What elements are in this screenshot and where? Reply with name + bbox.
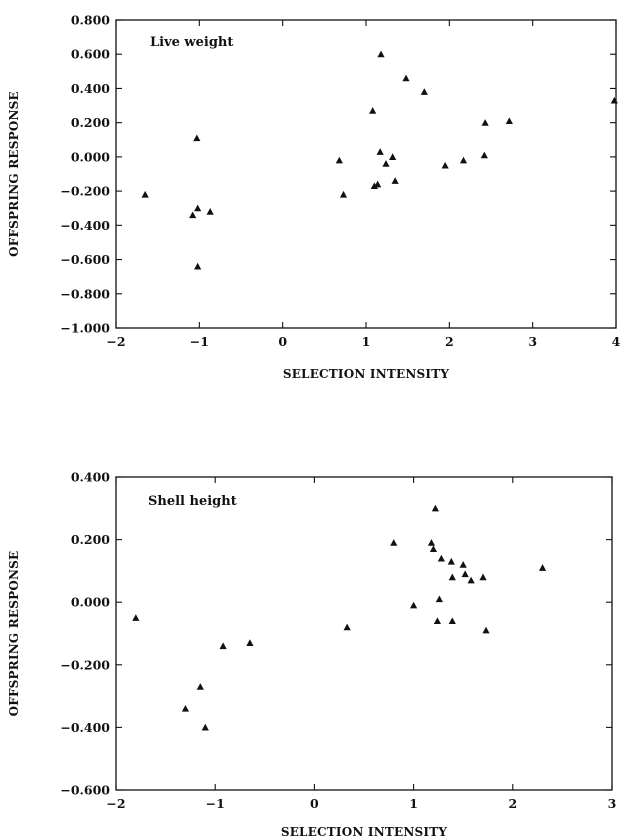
data-point xyxy=(447,557,455,565)
x-tick-label: 3 xyxy=(528,334,537,349)
data-point xyxy=(189,211,197,219)
data-point xyxy=(390,539,398,546)
data-point xyxy=(141,190,149,198)
data-point xyxy=(437,554,445,562)
x-axis-label: SELECTION INTENSITY xyxy=(283,367,450,381)
data-point xyxy=(427,539,436,546)
x-tick-label: 0 xyxy=(310,796,319,811)
data-point xyxy=(194,262,202,270)
data-point xyxy=(467,576,475,584)
data-point xyxy=(201,723,209,731)
x-tick-label: 2 xyxy=(508,796,517,811)
data-point xyxy=(196,683,204,690)
data-point xyxy=(246,639,254,646)
y-tick-label: 0.200 xyxy=(71,115,110,130)
y-tick-label: −0.600 xyxy=(60,252,110,267)
y-tick-label: 0.600 xyxy=(71,47,110,62)
data-point xyxy=(369,107,377,114)
data-point xyxy=(481,119,489,126)
x-tick-label: 0 xyxy=(278,334,287,349)
y-tick-label: −0.400 xyxy=(60,218,110,233)
y-tick-label: 0.200 xyxy=(71,532,110,547)
y-tick-label: −0.200 xyxy=(60,657,110,672)
plot-frame xyxy=(115,476,613,791)
data-point xyxy=(420,88,428,95)
data-point xyxy=(410,601,418,609)
y-axis-label: OFFSPRING RESPONSE xyxy=(7,91,21,257)
x-tick-label: 2 xyxy=(445,334,454,349)
x-tick-label: 3 xyxy=(608,796,617,811)
data-point xyxy=(374,180,382,188)
y-tick-label: −0.200 xyxy=(60,184,110,199)
x-tick-label: −2 xyxy=(106,334,125,349)
y-tick-label: 0.400 xyxy=(71,81,110,96)
x-axis-label: SELECTION INTENSITY xyxy=(281,825,448,839)
data-point xyxy=(343,623,351,631)
data-point xyxy=(610,96,618,104)
data-point xyxy=(132,614,140,621)
y-tick-label: −0.600 xyxy=(60,783,110,798)
data-point xyxy=(194,204,202,212)
data-point xyxy=(335,156,343,164)
data-point xyxy=(505,117,513,125)
data-point xyxy=(376,148,384,155)
data-point xyxy=(193,134,201,142)
chart-title: Live weight xyxy=(150,35,233,50)
data-point xyxy=(219,642,227,650)
x-tick-label: −1 xyxy=(206,796,225,811)
data-point xyxy=(391,177,399,184)
data-point xyxy=(370,182,378,190)
y-tick-label: 0.800 xyxy=(71,13,110,28)
chart-panel-1: −1.000 −0.800 −0.600 −0.400 −0.200 0.000 0.200… xyxy=(7,13,620,382)
data-point xyxy=(377,50,385,58)
data-point xyxy=(482,626,490,634)
data-point xyxy=(461,570,469,578)
data-point xyxy=(382,160,390,167)
data-point xyxy=(181,705,190,712)
data-point xyxy=(206,208,214,215)
x-tick-label: 1 xyxy=(362,334,371,349)
y-tick-label: −1.000 xyxy=(60,321,110,336)
data-point xyxy=(459,561,467,568)
data-point xyxy=(538,564,547,571)
y-tick-label: 0.000 xyxy=(71,595,110,610)
data-point xyxy=(435,595,443,603)
x-tick-label: −2 xyxy=(106,796,125,811)
data-point xyxy=(448,617,456,625)
data-point xyxy=(339,190,348,198)
y-axis-label: OFFSPRING RESPONSE xyxy=(7,551,21,717)
data-point xyxy=(433,617,442,625)
y-tick-label: −0.400 xyxy=(60,720,110,735)
data-point xyxy=(402,74,410,82)
data-point xyxy=(431,504,440,512)
data-point xyxy=(429,545,438,553)
x-tick-label: 1 xyxy=(409,796,418,811)
plot-frame xyxy=(115,19,617,329)
y-tick-label: −0.800 xyxy=(60,286,110,301)
data-point xyxy=(459,156,468,164)
x-tick-label: −1 xyxy=(190,334,209,349)
data-point xyxy=(389,153,397,160)
data-point xyxy=(479,573,487,581)
data-point xyxy=(480,151,488,159)
x-tick-label: 4 xyxy=(612,334,620,349)
chart-title: Shell height xyxy=(148,494,237,509)
data-point xyxy=(441,161,449,169)
y-tick-label: 0.400 xyxy=(71,470,110,485)
y-tick-label: 0.000 xyxy=(71,149,110,164)
chart-panel-2: −0.600 −0.400 −0.200 0.000 0.200 0.400 −2 −1 0 1 2… xyxy=(7,470,616,839)
data-point xyxy=(448,573,456,581)
